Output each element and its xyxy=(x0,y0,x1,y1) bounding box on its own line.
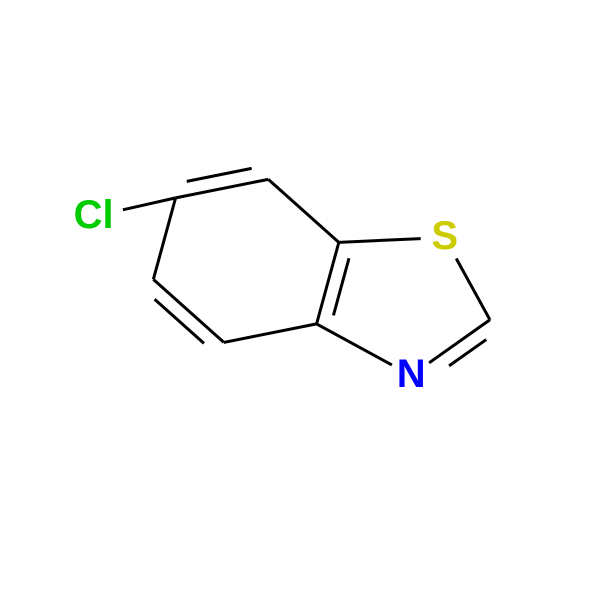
bond xyxy=(333,258,349,315)
bond xyxy=(339,239,421,243)
bond xyxy=(317,324,392,365)
bond xyxy=(456,258,490,319)
atom-label-cl: Cl xyxy=(74,193,114,237)
molecule-diagram: S N Cl xyxy=(0,0,600,600)
atom-label-s: S xyxy=(431,214,458,258)
bond xyxy=(187,168,252,181)
bond xyxy=(268,179,339,242)
bond xyxy=(224,324,317,343)
atom-label-n: N xyxy=(397,352,426,396)
bond xyxy=(155,299,204,343)
bond xyxy=(123,198,176,210)
bond xyxy=(153,279,224,342)
bond xyxy=(429,320,490,363)
bond xyxy=(153,198,175,280)
